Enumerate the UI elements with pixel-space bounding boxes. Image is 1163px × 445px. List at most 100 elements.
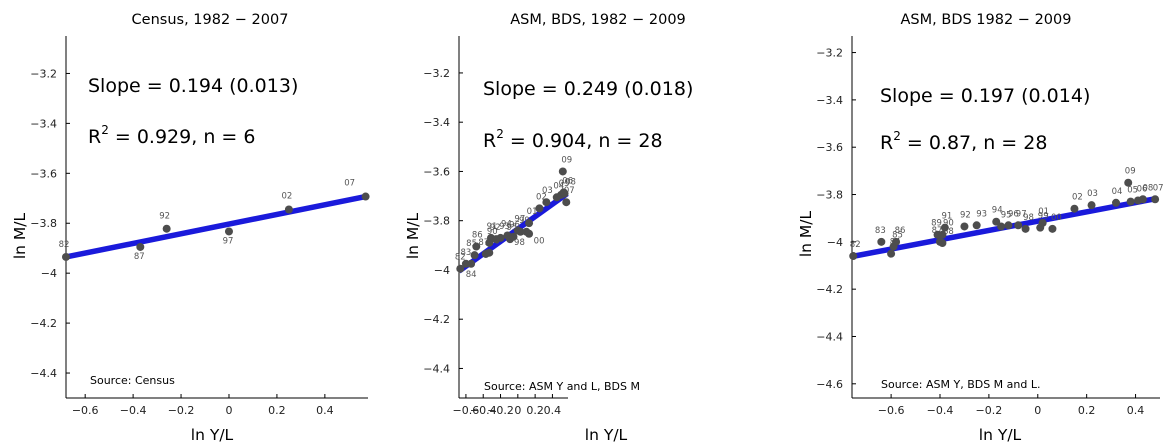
data-point xyxy=(560,189,569,198)
point-label: 00 xyxy=(1051,213,1062,223)
plot-area: −0.6 −0.4 −0.2 0 0.2 0.4 −4.6 −4.4 −4.2 −4 −3.8 −3.… xyxy=(816,36,1163,417)
x-tick-label: −0.6 xyxy=(453,404,480,417)
data-point xyxy=(562,198,571,207)
x-tick-label: −0.4 xyxy=(120,404,147,417)
data-point xyxy=(1126,197,1135,206)
point-label: 97 xyxy=(1016,209,1027,219)
point-label: 02 xyxy=(536,192,547,202)
slope-annotation: Slope = 0.197 (0.014) xyxy=(880,85,1090,107)
r2-annotation: R2 = 0.929, n = 6 xyxy=(88,123,255,148)
x-tick-label: −0.6 xyxy=(72,404,99,417)
x-tick-label: 0 xyxy=(225,404,232,417)
point-label: 90 xyxy=(487,227,498,237)
census-panel: Census, 1982 − 2007 ln M/L ln Y/L Slope … xyxy=(11,12,370,444)
point-label: 99 xyxy=(519,216,530,226)
point-label: 93 xyxy=(976,209,987,219)
point-label: 97 xyxy=(514,215,525,225)
data-point xyxy=(997,222,1006,231)
data-point xyxy=(940,223,949,232)
point-label: 82 xyxy=(850,240,861,250)
x-tick-label: 0.4 xyxy=(544,404,562,417)
x-tick-label: −0.2 xyxy=(976,404,1003,417)
y-tick-label: −3.2 xyxy=(816,47,843,60)
y-tick-label: −4.6 xyxy=(816,378,843,391)
y-tick-label: −3.2 xyxy=(423,67,450,80)
data-point xyxy=(887,249,896,258)
regression-line xyxy=(65,193,367,260)
point-label: 96 xyxy=(1008,209,1019,219)
data-point xyxy=(162,224,171,233)
point-label: 06 xyxy=(1137,184,1148,194)
point-label: 99 xyxy=(1038,212,1049,222)
data-point xyxy=(1004,221,1013,230)
point-label: 92 xyxy=(490,223,501,233)
x-tick-label: −0.6 xyxy=(878,404,905,417)
data-point xyxy=(877,237,886,246)
point-label: 07 xyxy=(1153,183,1163,193)
chart-title: ASM, BDS, 1982 − 2009 xyxy=(510,12,686,28)
point-label: 02 xyxy=(281,192,292,202)
point-label: 84 xyxy=(466,270,477,280)
data-point xyxy=(485,248,494,257)
y-tick-label: −4.2 xyxy=(423,313,450,326)
y-tick-label: −3.8 xyxy=(30,217,57,230)
data-point xyxy=(1138,195,1147,204)
data-point xyxy=(1151,195,1160,204)
data-point xyxy=(1038,218,1047,227)
y-tick-label: −3.6 xyxy=(30,167,57,180)
point-label: 94 xyxy=(501,219,512,229)
point-label: 98 xyxy=(514,238,525,248)
point-label: 09 xyxy=(1125,167,1136,177)
point-label: 94 xyxy=(992,206,1003,216)
data-point xyxy=(456,264,465,273)
point-label: 00 xyxy=(534,237,545,247)
point-label: 92 xyxy=(159,212,170,222)
point-label: 01 xyxy=(1038,207,1049,217)
point-label: 91 xyxy=(487,222,498,232)
data-point xyxy=(1021,224,1030,233)
y-axis-label: ln M/L xyxy=(11,212,29,259)
point-label: 03 xyxy=(1087,189,1098,199)
asm-bds-panel-2: ASM, BDS 1982 − 2009 ln M/L ln Y/L Slope… xyxy=(797,12,1163,444)
point-label: 08 xyxy=(565,178,576,188)
data-point xyxy=(361,192,370,201)
point-label: 88 xyxy=(943,227,954,237)
x-tick-label: 0.4 xyxy=(1127,404,1145,417)
point-label: 95 xyxy=(1001,210,1012,220)
point-label: 86 xyxy=(895,226,906,236)
y-tick-label: −3.8 xyxy=(816,189,843,202)
data-point xyxy=(960,222,969,231)
source-note: Source: ASM Y and L, BDS M xyxy=(484,380,640,393)
data-point xyxy=(1070,204,1079,213)
data-point xyxy=(516,227,525,236)
point-label: 05 xyxy=(1127,186,1138,196)
slope-annotation: Slope = 0.194 (0.013) xyxy=(88,75,298,97)
data-point xyxy=(1112,198,1120,207)
x-axis-label: ln Y/L xyxy=(191,426,234,444)
data-point xyxy=(509,232,518,241)
y-tick-label: −3.8 xyxy=(423,215,450,228)
data-point xyxy=(558,167,567,176)
point-label: 05 xyxy=(559,179,570,189)
point-label: 92 xyxy=(960,210,971,220)
y-tick-label: −3.6 xyxy=(816,141,843,154)
asm-bds-panel-1: ASM, BDS, 1982 − 2009 ln M/L ln Y/L Slop… xyxy=(404,12,693,444)
data-point xyxy=(849,252,858,261)
point-label: 09 xyxy=(561,155,572,165)
y-tick-label: −3.4 xyxy=(30,117,57,130)
r2-annotation: R2 = 0.904, n = 28 xyxy=(483,127,663,152)
point-label: 82 xyxy=(59,240,70,250)
x-tick-label: 0.2 xyxy=(526,404,544,417)
point-label: 90 xyxy=(943,219,954,229)
point-label: 96 xyxy=(509,221,520,231)
slope-annotation: Slope = 0.249 (0.018) xyxy=(483,78,693,100)
data-point xyxy=(284,205,293,214)
y-tick-label: −4.4 xyxy=(30,367,57,380)
point-label: 01 xyxy=(527,207,538,217)
data-point xyxy=(535,204,544,213)
point-label: 03 xyxy=(542,186,553,196)
chart-title: ASM, BDS 1982 − 2009 xyxy=(901,12,1072,28)
x-tick-label: 0 xyxy=(514,404,521,417)
x-tick-label: −0.4 xyxy=(470,404,497,417)
